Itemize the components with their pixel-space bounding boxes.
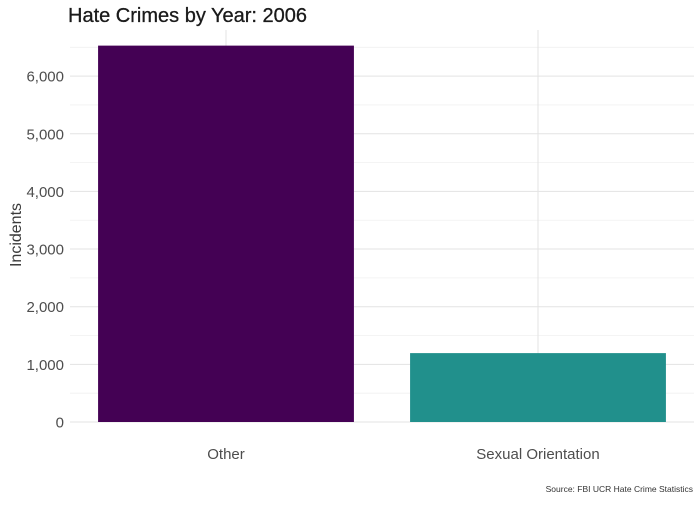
y-axis-label: Incidents: [8, 203, 25, 267]
x-tick-label: Sexual Orientation: [476, 446, 599, 463]
chart-caption: Source: FBI UCR Hate Crime Statistics: [546, 484, 693, 494]
bar-sexual-orientation: [410, 353, 666, 422]
y-tick-label: 1,000: [26, 357, 64, 374]
y-tick-label: 0: [56, 415, 64, 432]
y-tick-label: 2,000: [26, 299, 64, 316]
bar-other: [98, 45, 354, 423]
x-tick-label: Other: [207, 446, 245, 463]
axis-ticks: 0 1,000 2,000 3,000 4,000 5,000 6,000 Other Sexu…: [26, 69, 599, 463]
y-tick-label: 6,000: [26, 69, 64, 86]
y-tick-label: 4,000: [26, 184, 64, 201]
y-tick-label: 3,000: [26, 242, 64, 259]
y-tick-label: 5,000: [26, 126, 64, 143]
chart-title: Hate Crimes by Year: 2006: [68, 5, 307, 27]
bars: [98, 45, 666, 423]
